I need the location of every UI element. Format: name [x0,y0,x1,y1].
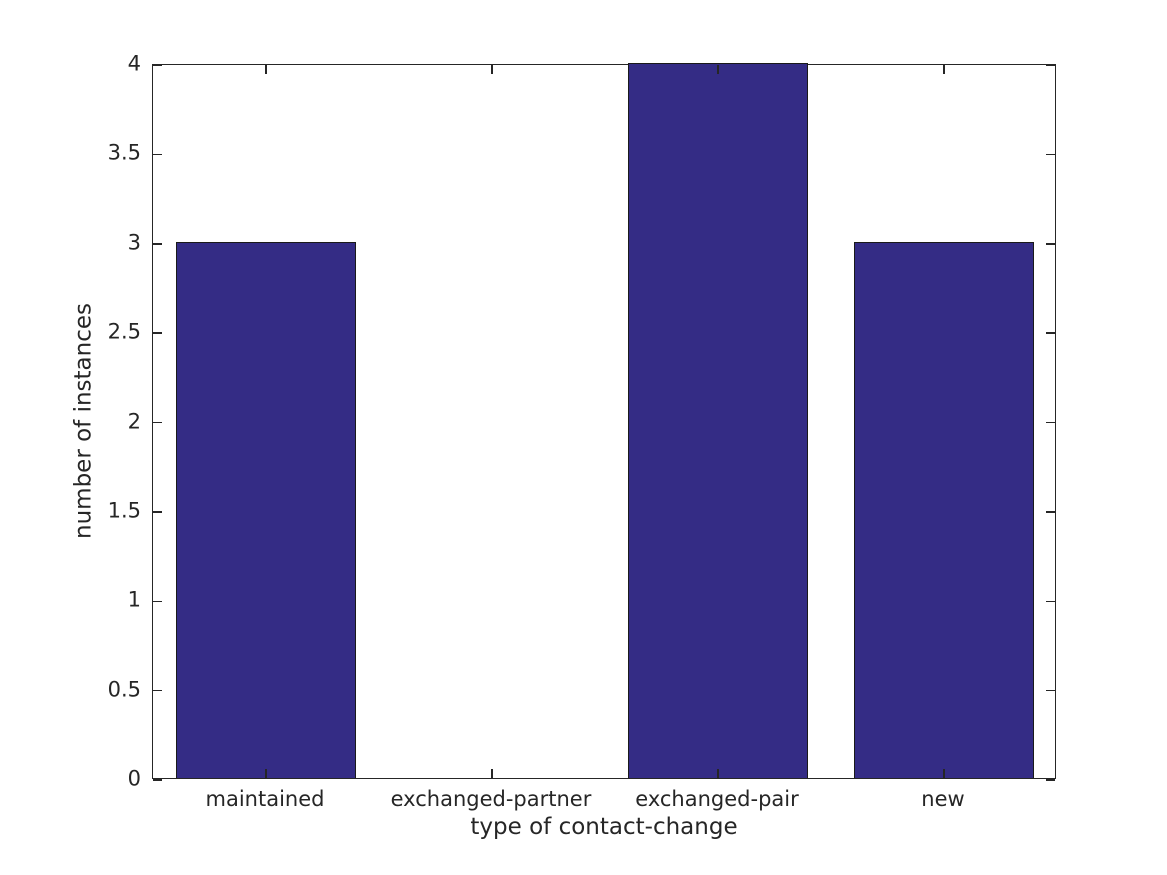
x-tick [265,65,267,74]
y-tick-label: 0.5 [107,677,141,702]
x-tick-label: exchanged-partner [390,787,592,811]
x-axis-label: type of contact-change [470,814,738,840]
y-tick-label: 4 [127,51,141,76]
x-tick-label: exchanged-pair [635,787,799,811]
y-tick [1046,64,1055,66]
y-axis-label: number of instances [70,303,97,539]
y-tick [1046,421,1055,424]
bar-exchanged-pair [627,63,809,778]
y-tick [1046,511,1055,513]
plot-area [152,63,1056,781]
y-tick [1046,600,1055,602]
y-tick-label: 2.5 [107,319,141,344]
x-tick-label: new [921,787,965,811]
y-tick [1046,153,1055,156]
y-tick [153,689,162,692]
y-tick [1046,689,1055,692]
x-tick [717,769,719,778]
bar-maintained [175,241,357,778]
x-tick-label: maintained [205,787,325,811]
y-tick-label: 3.5 [107,140,141,165]
x-tick [943,65,945,74]
x-tick [943,769,945,778]
bar-new [853,241,1035,778]
y-tick [153,153,162,156]
y-tick-label: 1.5 [107,498,141,523]
y-tick-label: 3 [127,230,141,255]
y-tick [1046,332,1055,334]
x-tick [491,65,493,74]
y-tick [153,243,162,245]
y-tick [1046,243,1055,245]
y-tick [153,600,162,602]
y-tick [153,64,162,66]
y-tick [153,332,162,334]
y-tick-label: 0 [127,766,141,791]
x-tick [717,65,719,74]
y-tick [153,421,162,424]
y-tick [153,511,162,513]
y-tick [153,779,162,781]
y-tick [1046,779,1055,781]
x-tick [265,769,267,778]
y-tick-label: 2 [127,409,141,433]
y-tick-label: 1 [127,587,141,612]
x-tick [491,769,493,778]
